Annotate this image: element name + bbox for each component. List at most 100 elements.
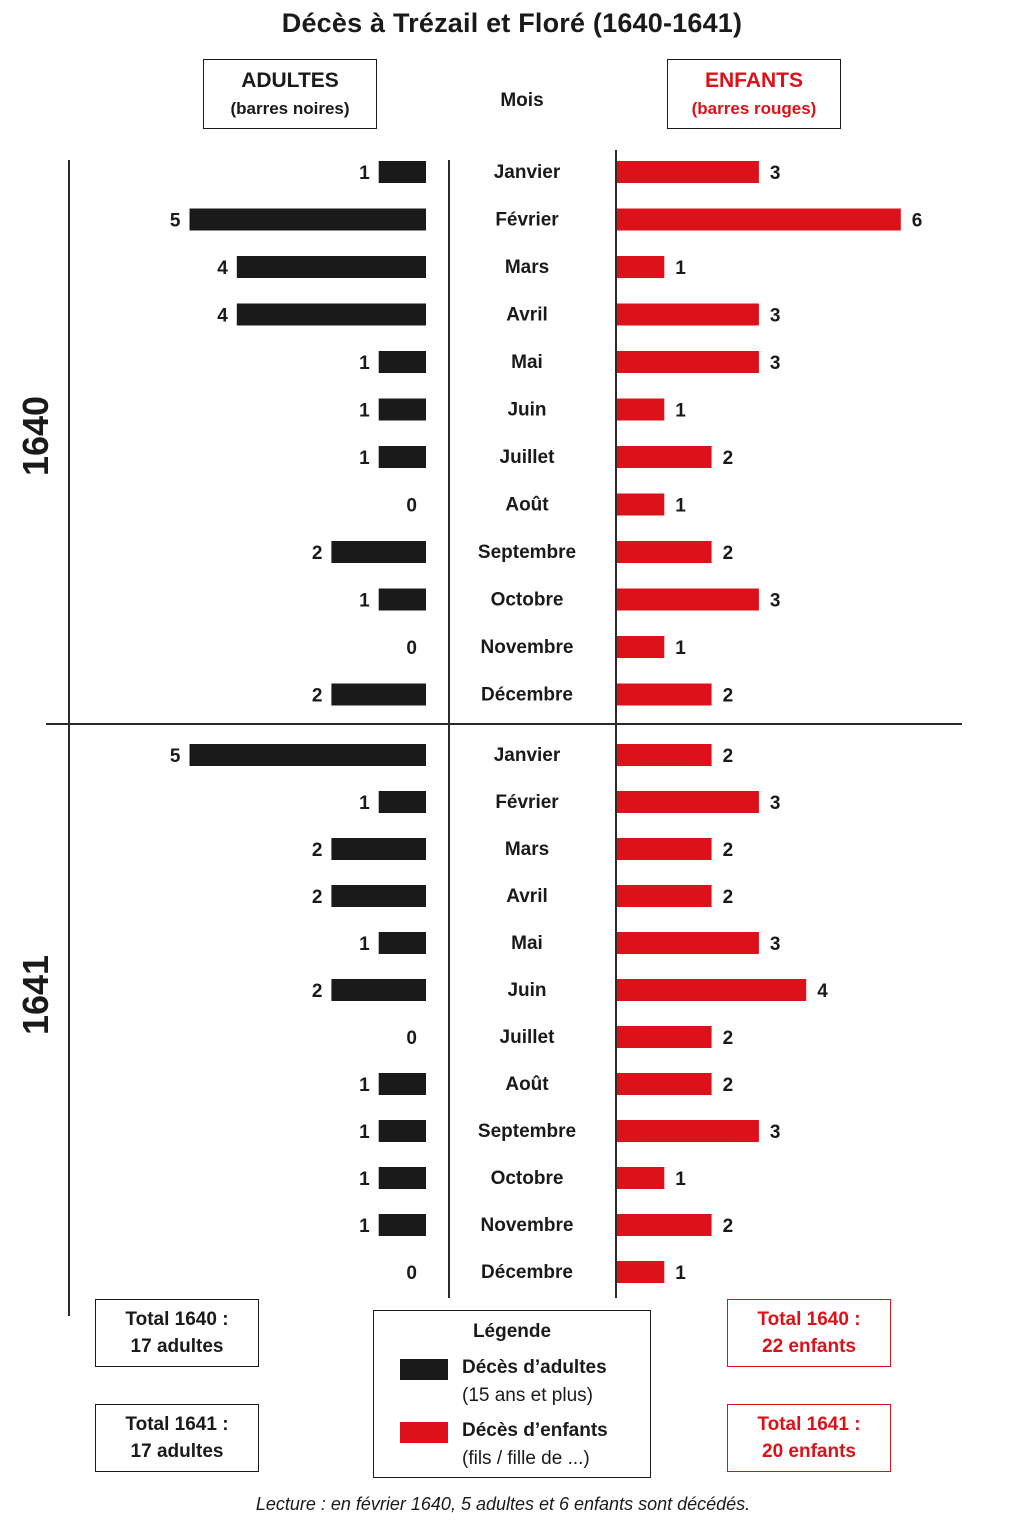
child-bar-1641-8	[617, 1073, 712, 1095]
child-value-label-1641-10: 1	[675, 1169, 686, 1190]
month-label-1640-1: Janvier	[494, 162, 561, 183]
child-bar-1640-2	[617, 208, 901, 231]
children-header-sub: (barres rouges)	[691, 99, 817, 118]
legend: Légende Décès d’adultes (15 ans et plus)…	[373, 1310, 651, 1478]
child-bar-1641-3	[617, 838, 712, 860]
adult-value-label-1641-5: 1	[359, 934, 370, 955]
months-header: Mois	[500, 90, 544, 111]
child-bar-1640-1	[617, 161, 759, 183]
child-bar-1641-4	[617, 885, 712, 907]
child-bar-1641-2	[617, 791, 759, 813]
child-value-label-1640-3: 1	[675, 258, 686, 279]
legend-children-sub: (fils / fille de ...)	[462, 1448, 590, 1469]
total-adults-1640: Total 1640 : 17 adultes	[95, 1299, 259, 1367]
child-bar-1640-6	[617, 398, 665, 421]
adult-value-label-1640-7: 1	[359, 448, 370, 469]
child-bar-1640-12	[617, 683, 712, 706]
child-bar-1641-9	[617, 1120, 759, 1142]
adult-value-label-1641-8: 1	[359, 1075, 370, 1096]
total-adults-1641-line1: Total 1641 :	[125, 1414, 229, 1435]
child-bar-1641-12	[617, 1261, 665, 1283]
adult-bar-1640-7	[378, 446, 426, 468]
child-bar-1640-10	[617, 588, 759, 611]
month-label-1641-4: Avril	[506, 886, 548, 907]
adult-bar-1640-5	[378, 351, 426, 373]
reading-note: Lecture : en février 1640, 5 adultes et …	[255, 1494, 751, 1514]
adult-bar-1640-2	[189, 208, 426, 231]
month-label-1641-3: Mars	[505, 839, 549, 860]
adult-bar-1641-8	[378, 1073, 426, 1095]
child-value-label-1641-3: 2	[723, 840, 734, 861]
adult-bar-1640-12	[331, 683, 426, 706]
total-adults-1641-line2: 17 adultes	[130, 1441, 224, 1462]
child-bar-1640-5	[617, 351, 759, 373]
month-label-1640-6: Juin	[507, 400, 546, 421]
adult-bar-1640-3	[236, 256, 426, 278]
adult-value-label-1641-2: 1	[359, 793, 370, 814]
child-value-label-1640-12: 2	[723, 686, 734, 707]
month-label-1640-3: Mars	[505, 257, 549, 278]
adult-value-label-1640-2: 5	[170, 211, 181, 232]
legend-title: Légende	[472, 1321, 552, 1342]
month-label-1641-8: Août	[505, 1074, 549, 1095]
total-children-1641-line2: 20 enfants	[762, 1441, 856, 1462]
children-header-label: ENFANTS	[704, 69, 803, 92]
adult-bar-1641-11	[378, 1214, 426, 1236]
adult-bar-1641-1	[189, 744, 426, 766]
adult-value-label-1640-11: 0	[406, 638, 417, 659]
child-value-label-1640-1: 3	[770, 163, 781, 184]
child-value-label-1640-6: 1	[675, 401, 686, 422]
adults-baseline	[448, 160, 450, 1298]
month-label-1640-12: Décembre	[481, 685, 573, 706]
year-separator-line	[46, 723, 962, 725]
adult-value-label-1640-12: 2	[312, 686, 323, 707]
adult-value-label-1641-11: 1	[359, 1216, 370, 1237]
child-bar-1641-11	[617, 1214, 712, 1236]
child-value-label-1641-4: 2	[723, 887, 734, 908]
adult-value-label-1641-7: 0	[406, 1028, 417, 1049]
adult-value-label-1641-1: 5	[170, 746, 181, 767]
total-adults-1641: Total 1641 : 17 adultes	[95, 1404, 259, 1472]
adults-header: ADULTES (barres noires)	[203, 59, 377, 129]
month-label-1640-4: Avril	[506, 305, 548, 326]
child-bar-1640-3	[617, 256, 665, 278]
adults-header-label: ADULTES	[241, 69, 339, 92]
child-value-label-1641-11: 2	[723, 1216, 734, 1237]
child-bar-1640-4	[617, 303, 759, 326]
year-axis-line	[68, 160, 70, 1316]
child-value-label-1641-8: 2	[723, 1075, 734, 1096]
adult-bar-1640-10	[378, 588, 426, 611]
adult-bar-1640-9	[331, 541, 426, 563]
month-label-1641-2: Février	[495, 792, 559, 813]
month-label-1641-6: Juin	[507, 980, 546, 1001]
child-value-label-1640-2: 6	[912, 211, 923, 232]
child-value-label-1640-8: 1	[675, 496, 686, 517]
child-value-label-1641-6: 4	[817, 981, 828, 1002]
child-bar-1640-11	[617, 636, 665, 658]
child-bar-1641-10	[617, 1167, 665, 1189]
adult-value-label-1640-4: 4	[217, 306, 228, 327]
adult-bar-1641-2	[378, 791, 426, 813]
month-label-1641-9: Septembre	[478, 1121, 576, 1142]
adult-bar-1641-5	[378, 932, 426, 954]
adult-bar-1641-9	[378, 1120, 426, 1142]
legend-children-label: Décès d’enfants	[462, 1420, 608, 1441]
child-bar-1641-5	[617, 932, 759, 954]
total-children-1641: Total 1641 : 20 enfants	[727, 1404, 891, 1472]
total-children-1640-line1: Total 1640 :	[757, 1309, 861, 1330]
legend-children-swatch	[400, 1422, 448, 1443]
adult-bar-1641-6	[331, 979, 426, 1001]
adult-value-label-1640-10: 1	[359, 591, 370, 612]
adult-bar-1640-1	[378, 161, 426, 183]
child-bar-1641-6	[617, 979, 807, 1001]
month-label-1640-10: Octobre	[491, 590, 564, 611]
total-adults-1640-line1: Total 1640 :	[125, 1309, 229, 1330]
adult-value-label-1640-1: 1	[359, 163, 370, 184]
adult-value-label-1641-12: 0	[406, 1263, 417, 1284]
adult-bar-1641-10	[378, 1167, 426, 1189]
month-label-1641-11: Novembre	[481, 1215, 574, 1236]
child-value-label-1640-10: 3	[770, 591, 781, 612]
legend-adults-label: Décès d’adultes	[462, 1357, 607, 1378]
child-value-label-1641-1: 2	[723, 746, 734, 767]
adult-value-label-1640-9: 2	[312, 543, 323, 564]
